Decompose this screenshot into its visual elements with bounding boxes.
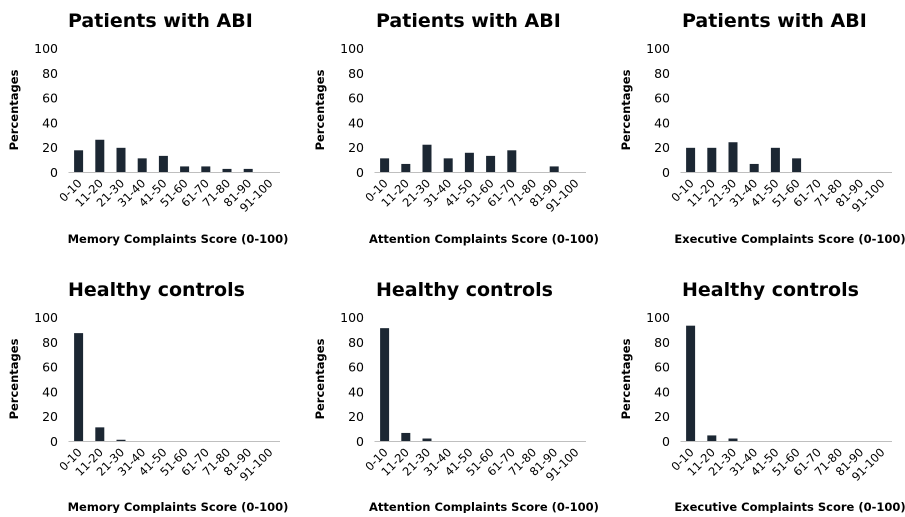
y-axis-label: Percentages bbox=[313, 69, 327, 150]
bar-0-10 bbox=[380, 328, 390, 441]
bar-11-20 bbox=[707, 147, 717, 172]
bar-21-30 bbox=[422, 438, 432, 441]
y-tick-label: 80 bbox=[42, 335, 58, 350]
bar-11-20 bbox=[401, 432, 411, 441]
bar-21-30 bbox=[422, 144, 432, 172]
bar-31-40 bbox=[443, 158, 453, 172]
bar-41-50 bbox=[158, 155, 168, 172]
bar-61-70 bbox=[507, 150, 517, 172]
y-tick-label: 100 bbox=[340, 310, 364, 325]
bar-21-30 bbox=[728, 438, 738, 441]
y-tick-label: 100 bbox=[340, 41, 364, 56]
y-tick-label: 20 bbox=[42, 409, 58, 424]
y-tick-label: 80 bbox=[654, 335, 670, 350]
bar-51-60 bbox=[486, 155, 496, 172]
bar-41-50 bbox=[464, 152, 474, 172]
y-tick-label: 80 bbox=[348, 335, 364, 350]
chart-panel-2: Patients with ABI Percentages 0 20 40 60 80 100… bbox=[313, 10, 599, 246]
chart-panel-4: Healthy controlsPercentages0204060801000… bbox=[7, 279, 289, 514]
y-tick-label: 40 bbox=[42, 115, 58, 130]
y-tick-label: 60 bbox=[654, 91, 670, 106]
bar-31-40 bbox=[137, 158, 147, 172]
x-axis-label: Attention Complaints Score (0-100) bbox=[369, 500, 599, 513]
y-tick-label: 40 bbox=[42, 384, 58, 399]
bar-81-90 bbox=[549, 166, 559, 172]
y-tick-label: 100 bbox=[34, 310, 58, 325]
bar-0-10 bbox=[74, 333, 84, 441]
bar-11-20 bbox=[401, 163, 411, 172]
y-tick-label: 100 bbox=[646, 310, 670, 325]
x-axis-label: Executive Complaints Score (0-100) bbox=[674, 500, 905, 513]
bar-31-40 bbox=[749, 163, 759, 172]
y-tick-label: 60 bbox=[348, 360, 364, 375]
chart-title: Healthy controls bbox=[682, 279, 859, 301]
y-tick-label: 40 bbox=[654, 115, 670, 130]
bar-0-10 bbox=[686, 325, 696, 441]
y-tick-label: 20 bbox=[654, 409, 670, 424]
y-tick-label: 60 bbox=[348, 91, 364, 106]
y-tick-label: 40 bbox=[654, 384, 670, 399]
chart-panel-1: Patients with ABI Percentages 0 20 40 60 80 100… bbox=[7, 10, 288, 246]
x-axis-label: Memory Complaints Score (0-100) bbox=[68, 232, 289, 246]
bar-21-30 bbox=[728, 142, 738, 172]
bar-11-20 bbox=[707, 435, 717, 441]
chart-title: Healthy controls bbox=[376, 279, 553, 301]
chart-title: Patients with ABI bbox=[682, 10, 867, 32]
bar-11-20 bbox=[95, 427, 105, 441]
y-axis-label: Percentages bbox=[7, 338, 21, 419]
bar-11-20 bbox=[95, 139, 105, 172]
bar-0-10 bbox=[686, 147, 696, 172]
y-tick-label: 20 bbox=[348, 409, 364, 424]
y-tick-label: 100 bbox=[646, 41, 670, 56]
y-tick-label: 100 bbox=[34, 41, 58, 56]
y-tick-label: 0 bbox=[50, 434, 58, 449]
y-tick-label: 40 bbox=[348, 384, 364, 399]
x-axis-label: Memory Complaints Score (0-100) bbox=[68, 500, 289, 513]
y-tick-label: 0 bbox=[50, 165, 58, 180]
y-axis-label: Percentages bbox=[619, 338, 633, 419]
y-tick-label: 80 bbox=[654, 66, 670, 81]
y-tick-label: 40 bbox=[348, 115, 364, 130]
bar-51-60 bbox=[180, 166, 190, 172]
y-tick-label: 20 bbox=[42, 140, 58, 155]
y-axis-label: Percentages bbox=[619, 69, 633, 150]
y-tick-label: 60 bbox=[42, 360, 58, 375]
chart-panel-6: Healthy controlsPercentages0204060801000… bbox=[619, 279, 905, 514]
y-axis-label: Percentages bbox=[7, 69, 21, 150]
chart-panel-5: Healthy controlsPercentages0204060801000… bbox=[313, 279, 599, 514]
y-tick-label: 60 bbox=[654, 360, 670, 375]
y-tick-label: 80 bbox=[42, 66, 58, 81]
x-axis-label: Attention Complaints Score (0-100) bbox=[369, 232, 599, 246]
bar-41-50 bbox=[770, 147, 780, 172]
chart-title: Patients with ABI bbox=[376, 10, 561, 32]
bar-81-90 bbox=[243, 168, 253, 172]
bar-61-70 bbox=[201, 166, 211, 172]
y-tick-label: 60 bbox=[42, 91, 58, 106]
y-tick-label: 20 bbox=[348, 140, 364, 155]
y-tick-label: 80 bbox=[348, 66, 364, 81]
y-tick-label: 0 bbox=[662, 434, 670, 449]
bar-71-80 bbox=[222, 168, 232, 172]
chart-title: Healthy controls bbox=[68, 279, 245, 301]
bar-51-60 bbox=[792, 158, 802, 172]
y-axis-label: Percentages bbox=[313, 338, 327, 419]
chart-title: Patients with ABI bbox=[68, 10, 253, 32]
y-tick-label: 0 bbox=[356, 434, 364, 449]
chart-panel-3: Patients with ABI Percentages 0 20 40 60 80 100… bbox=[619, 10, 905, 246]
bar-21-30 bbox=[116, 439, 126, 441]
y-tick-label: 0 bbox=[356, 165, 364, 180]
bar-21-30 bbox=[116, 147, 126, 172]
bar-0-10 bbox=[74, 150, 84, 172]
x-axis-label: Executive Complaints Score (0-100) bbox=[674, 232, 905, 246]
y-tick-label: 0 bbox=[662, 165, 670, 180]
bar-0-10 bbox=[380, 158, 390, 172]
y-tick-label: 20 bbox=[654, 140, 670, 155]
